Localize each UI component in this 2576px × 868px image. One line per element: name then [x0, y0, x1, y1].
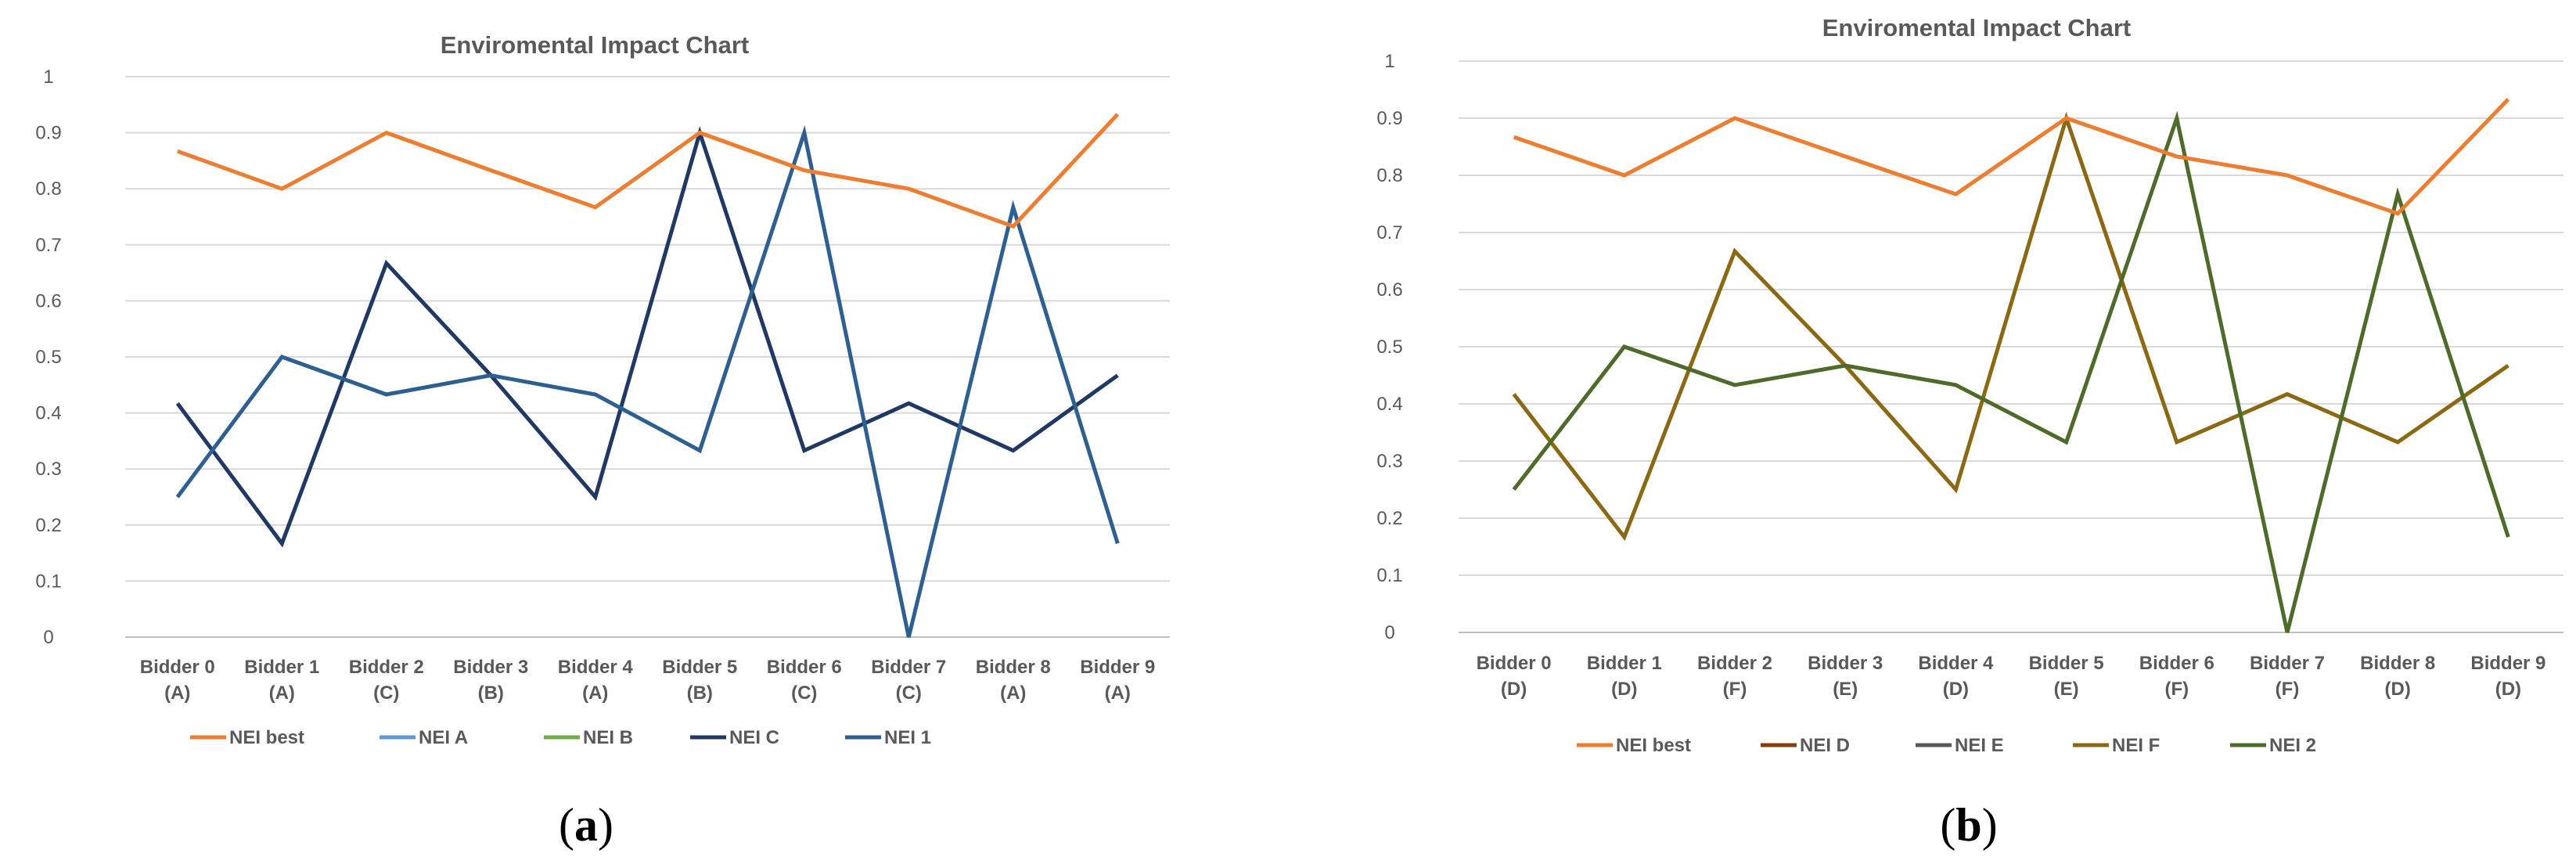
chart-a-xtick-sublabel: (C): [791, 683, 817, 704]
chart-a-ytick-label: 1: [43, 67, 53, 88]
chart-b-ytick-label: 0: [1384, 622, 1394, 643]
chart-a-xtick-sublabel: (C): [896, 683, 922, 704]
chart-a-xtick-sublabel: (C): [373, 683, 399, 704]
chart-b-ytick-label: 0.9: [1376, 108, 1402, 129]
chart-b-series-nei-best: [1513, 98, 2510, 216]
chart-a-series-nei-1: [175, 124, 1120, 638]
chart-b-xtick-label: Bidder 6: [2139, 653, 2214, 674]
chart-a-xtick-sublabel: (A): [1000, 683, 1026, 704]
chart-a-xtick-sublabel: (A): [164, 683, 190, 704]
chart-b-xtick-label: Bidder 4: [1918, 653, 1994, 674]
chart-b-xtick-sublabel: (D): [2385, 679, 2411, 700]
chart-a-xtick-label: Bidder 0: [140, 657, 215, 678]
chart-a-xtick-label: Bidder 3: [453, 657, 528, 678]
chart-a-ytick-label: 0.8: [35, 178, 61, 200]
chart-b-xtick-label: Bidder 5: [2029, 653, 2104, 674]
chart-b-xtick-sublabel: (D): [1611, 679, 1637, 700]
chart-b-legend-label-nei-e: NEI E: [1955, 735, 2004, 756]
chart-a-ytick-label: 0.5: [35, 347, 61, 368]
chart-b-legend-label-nei-f: NEI F: [2112, 735, 2160, 756]
chart-a-ytick-label: 0.6: [35, 290, 61, 312]
chart-b-xtick-label: Bidder 0: [1477, 653, 1552, 674]
chart-a-xtick-label: Bidder 5: [662, 657, 737, 678]
chart-b-legend-label-nei-best: NEI best: [1616, 735, 1691, 756]
chart-panel-a: Enviromental Impact Chart 0 0.1 0.2 0.3 0.4 0.…: [35, 31, 1170, 851]
chart-a-ytick-label: 0.7: [35, 235, 61, 256]
chart-a-series-nei-best: [176, 113, 1120, 229]
chart-b-ytick-label: 0.4: [1376, 394, 1402, 415]
chart-b-xtick-label: Bidder 1: [1587, 653, 1662, 674]
chart-a-ytick-label: 0.2: [35, 515, 61, 536]
chart-a-xtick-sublabel: (A): [1105, 683, 1131, 704]
chart-b-title: Enviromental Impact Chart: [1822, 14, 2131, 41]
chart-a-xtick-sublabel: (A): [269, 683, 295, 704]
chart-b-legend-label-nei-2: NEI 2: [2269, 735, 2316, 756]
chart-b-xtick-label: Bidder 2: [1697, 653, 1772, 674]
chart-b-ytick-label: 0.7: [1376, 222, 1402, 243]
chart-a-title: Enviromental Impact Chart: [441, 31, 749, 59]
chart-a-xtick-label: Bidder 2: [349, 657, 424, 678]
chart-a-xtick-sublabel: (B): [478, 683, 504, 704]
chart-a-legend-label-nei-b: NEI B: [583, 727, 633, 748]
chart-b-legend-label-nei-d: NEI D: [1800, 735, 1850, 756]
chart-a-series-nei-c: [175, 126, 1119, 548]
chart-b-ytick-label: 0.3: [1376, 451, 1402, 472]
chart-b-series-nei-2: [1512, 110, 2510, 633]
chart-a-xtick-label: Bidder 1: [244, 657, 319, 678]
chart-a-xtick-label: Bidder 8: [976, 657, 1051, 678]
chart-b-xtick-sublabel: (D): [1501, 679, 1527, 700]
chart-a-panel-label: (a): [559, 799, 613, 851]
chart-a-xtick-label: Bidder 9: [1080, 657, 1155, 678]
chart-a-legend-label-nei-a: NEI A: [419, 727, 468, 748]
chart-a-legend-label-nei-best: NEI best: [229, 727, 304, 748]
chart-b-ytick-label: 0.1: [1376, 565, 1402, 586]
chart-panel-b: Enviromental Impact Chart 0 0.1 0.2 0.3 0.4 0.…: [1288, 0, 2576, 868]
chart-b-xtick-sublabel: (F): [2276, 679, 2300, 700]
chart-a-ytick-label: 0.1: [35, 571, 61, 592]
chart-b-xtick-sublabel: (D): [2495, 679, 2521, 700]
chart-b-series-nei-f: [1512, 111, 2509, 542]
chart-a-legend-label-nei-c: NEI C: [729, 727, 779, 748]
chart-a-ytick-label: 0.3: [35, 459, 61, 480]
chart-b-xtick-sublabel: (F): [1723, 679, 1747, 700]
chart-b-svg: Enviromental Impact Chart 0 0.1 0.2 0.3 0.4 0.…: [1376, 14, 2563, 851]
chart-b-xtick-sublabel: (E): [1833, 679, 1858, 700]
chart-b-panel-label: (b): [1940, 799, 1997, 851]
chart-b-ytick-label: 1: [1384, 51, 1394, 72]
chart-b-ytick-label: 0.8: [1376, 165, 1402, 186]
chart-a-ytick-label: 0.9: [35, 123, 61, 144]
chart-b-xtick-sublabel: (D): [1943, 679, 1969, 700]
chart-b-ytick-label: 0.2: [1376, 508, 1402, 529]
chart-b-xtick-label: Bidder 7: [2250, 653, 2325, 674]
chart-b-ytick-label: 0.5: [1376, 337, 1402, 358]
chart-a-xtick-sublabel: (B): [687, 683, 713, 704]
chart-a-legend-label-nei-1: NEI 1: [884, 727, 931, 748]
chart-b-xtick-label: Bidder 8: [2360, 653, 2435, 674]
chart-a-xtick-sublabel: (A): [582, 683, 608, 704]
chart-b-xtick-label: Bidder 3: [1808, 653, 1883, 674]
chart-a-ytick-label: 0: [43, 627, 53, 648]
chart-a-xtick-label: Bidder 7: [871, 657, 946, 678]
chart-b-xtick-sublabel: (E): [2054, 679, 2079, 700]
chart-b-xtick-sublabel: (F): [2164, 679, 2189, 700]
chart-a-ytick-label: 0.4: [35, 403, 61, 424]
chart-a-xtick-label: Bidder 4: [558, 657, 634, 678]
chart-a-svg: Enviromental Impact Chart 0 0.1 0.2 0.3 0.4 0.…: [35, 31, 1170, 851]
chart-b-ytick-label: 0.6: [1376, 279, 1402, 301]
chart-a-xtick-label: Bidder 6: [767, 657, 842, 678]
chart-b-xtick-label: Bidder 9: [2470, 653, 2545, 674]
